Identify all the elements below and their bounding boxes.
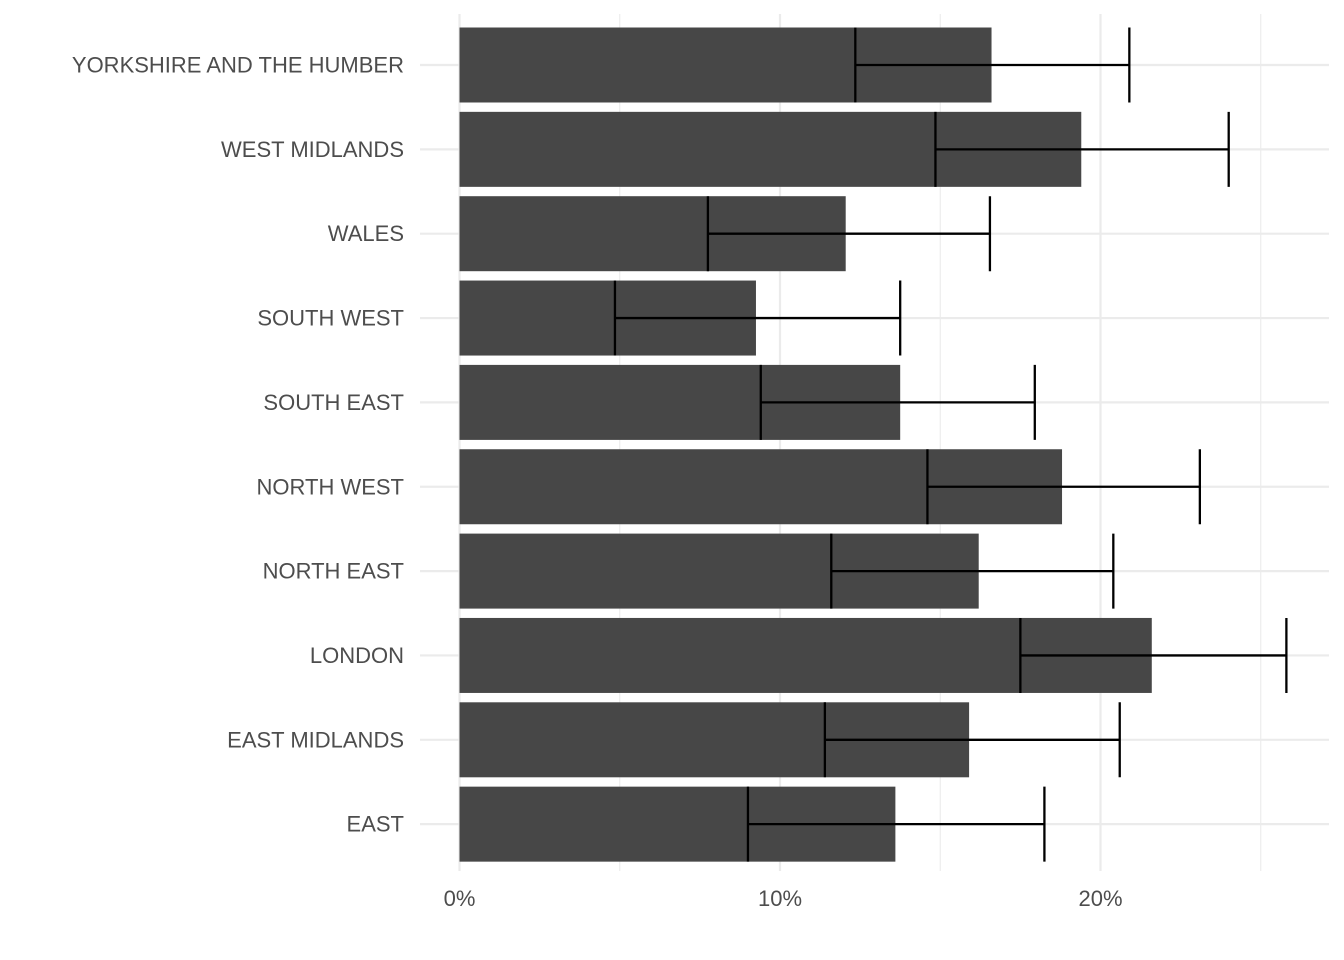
y-tick-label: EAST MIDLANDS [227,727,404,752]
y-axis-labels: EAST EAST MIDLANDS LONDON NORTH EAST NORTH W… [72,53,404,837]
y-tick-label: LONDON [310,643,404,668]
y-tick-label: WALES [328,221,404,246]
bars [459,27,1152,862]
x-tick-label: 0% [444,886,476,911]
error-bar [706,196,992,272]
error-bar [759,364,1036,440]
x-tick-label: 20% [1078,886,1122,911]
error-bar [746,786,1046,862]
y-tick-label: WEST MIDLANDS [221,137,404,162]
y-tick-label: NORTH WEST [257,474,404,499]
error-bar [1019,617,1288,693]
error-bar [934,111,1230,187]
y-tick-label: EAST [347,812,404,837]
error-bar [926,449,1202,525]
error-bar [854,27,1131,103]
y-tick-label: SOUTH EAST [263,390,404,415]
error-bars [613,27,1288,862]
error-bar [823,702,1121,778]
y-tick-label: SOUTH WEST [257,306,404,331]
x-tick-label: 10% [758,886,802,911]
error-bar [830,533,1115,609]
x-axis-labels: 0% 10% 20% [444,886,1123,911]
error-bar [613,280,902,356]
y-tick-label: NORTH EAST [263,559,404,584]
y-tick-label: YORKSHIRE AND THE HUMBER [72,53,404,78]
